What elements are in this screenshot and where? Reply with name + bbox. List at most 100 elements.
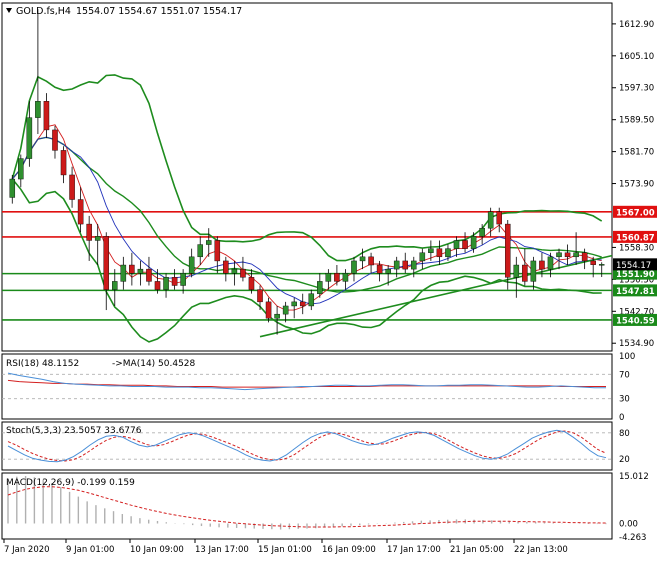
price-tick-label: 1581.70 bbox=[619, 148, 654, 158]
candle-body bbox=[214, 240, 221, 262]
stoch-tick-label: 80 bbox=[619, 429, 630, 439]
candle-body bbox=[368, 256, 374, 266]
price-tick-label: 1573.90 bbox=[619, 180, 654, 190]
candle-body bbox=[487, 211, 494, 229]
time-tick-label: 21 Jan 05:00 bbox=[450, 545, 504, 555]
candle-body bbox=[359, 256, 366, 262]
candle-body bbox=[351, 260, 357, 274]
price-tick-label: 1597.30 bbox=[619, 84, 654, 94]
candle-body bbox=[428, 248, 434, 253]
time-tick-label: 10 Jan 09:00 bbox=[130, 545, 184, 555]
candle-body bbox=[393, 260, 400, 270]
candle-body bbox=[197, 244, 203, 258]
macd-panel-frame bbox=[1, 472, 613, 540]
price-series bbox=[2, 9, 613, 343]
candle-body bbox=[77, 199, 84, 225]
candle-body bbox=[411, 260, 417, 270]
candle-body bbox=[18, 158, 24, 180]
level-tag-label: 1567.00 bbox=[616, 208, 655, 218]
candle-body bbox=[479, 227, 485, 237]
rsi-series bbox=[2, 372, 612, 400]
moving-average-fast bbox=[11, 124, 602, 311]
candle-body bbox=[188, 256, 195, 274]
symbol-label: GOLD.fs,H4 bbox=[16, 6, 71, 17]
time-tick-label: 22 Jan 13:00 bbox=[514, 545, 568, 555]
candle-body bbox=[317, 281, 323, 294]
candle-body bbox=[470, 236, 477, 249]
candle-body bbox=[129, 264, 135, 274]
trend-line bbox=[259, 254, 613, 338]
rsi-tick-label: 30 bbox=[619, 395, 630, 405]
macd-signal-line bbox=[7, 486, 607, 528]
time-tick-label: 13 Jan 17:00 bbox=[195, 545, 249, 555]
candle-body bbox=[257, 289, 263, 303]
level-tag-box bbox=[613, 205, 657, 218]
candle-body bbox=[504, 223, 511, 278]
candle-body bbox=[419, 252, 426, 262]
time-tick-label: 17 Jan 17:00 bbox=[387, 545, 441, 555]
macd-tick-label: 15.012 bbox=[619, 472, 649, 482]
candle-body bbox=[299, 301, 306, 307]
candle-body bbox=[530, 260, 537, 282]
level-tag-box bbox=[613, 284, 657, 297]
candle-body bbox=[43, 101, 50, 131]
moving-average-slow bbox=[11, 136, 602, 305]
macd-tick-label: -4.263 bbox=[619, 533, 646, 543]
candle-body bbox=[103, 236, 110, 290]
ohlc-readout: 1554.07 1554.67 1551.07 1554.17 bbox=[76, 6, 242, 17]
candle-body bbox=[86, 223, 92, 241]
candle-body bbox=[522, 264, 528, 282]
candle-body bbox=[137, 268, 144, 274]
rsi-tick-label: 100 bbox=[619, 352, 635, 362]
candle-body bbox=[556, 252, 562, 258]
candle-body bbox=[581, 252, 588, 262]
rsi-tick-label: 0 bbox=[619, 413, 624, 423]
candle-body bbox=[334, 273, 340, 282]
rsi-tick-label: 70 bbox=[619, 370, 630, 380]
candle-body bbox=[590, 260, 596, 265]
candle-body bbox=[223, 260, 229, 274]
candle-body bbox=[436, 248, 443, 258]
candle-body bbox=[325, 273, 332, 282]
macd-series bbox=[7, 476, 607, 530]
time-tick-label: 16 Jan 09:00 bbox=[322, 545, 376, 555]
candle-body bbox=[342, 273, 349, 282]
time-tick-label: 7 Jan 2020 bbox=[4, 545, 50, 555]
time-tick-label: 15 Jan 01:00 bbox=[258, 545, 312, 555]
triangle-down-icon[interactable] bbox=[6, 8, 12, 13]
candle-body bbox=[547, 256, 554, 270]
level-tag-label: 1560.87 bbox=[616, 233, 655, 243]
candle-body bbox=[291, 301, 297, 307]
candle-body bbox=[282, 305, 289, 315]
candle-body bbox=[564, 252, 571, 258]
candle-body bbox=[539, 260, 545, 270]
level-tag-box bbox=[613, 230, 657, 243]
current-price-tag-box bbox=[613, 258, 657, 271]
candle-body bbox=[445, 248, 451, 258]
candle-body bbox=[598, 264, 605, 266]
candle-body bbox=[146, 268, 152, 282]
stoch-signal-line bbox=[7, 430, 607, 462]
level-tag-box bbox=[613, 267, 657, 280]
level-tag-label: 1540.59 bbox=[616, 316, 655, 326]
candle-body bbox=[154, 281, 161, 290]
candle-body bbox=[180, 273, 186, 286]
candle-body bbox=[231, 268, 238, 274]
candle-body bbox=[265, 301, 272, 319]
price-tick-label: 1534.90 bbox=[619, 339, 654, 349]
candle-body bbox=[240, 268, 246, 278]
price-tick-label: 1542.70 bbox=[619, 307, 654, 317]
rsi-line bbox=[7, 372, 606, 391]
level-tag-label: 1547.81 bbox=[616, 287, 655, 297]
candle-body bbox=[163, 277, 169, 290]
candle-body bbox=[60, 150, 67, 176]
candle-body bbox=[308, 293, 315, 307]
candle-body bbox=[69, 174, 75, 200]
candle-body bbox=[496, 211, 502, 225]
candle-body bbox=[26, 117, 33, 159]
candle-body bbox=[248, 277, 255, 290]
price-tick-label: 1589.50 bbox=[619, 116, 654, 126]
price-panel-frame bbox=[1, 2, 613, 352]
